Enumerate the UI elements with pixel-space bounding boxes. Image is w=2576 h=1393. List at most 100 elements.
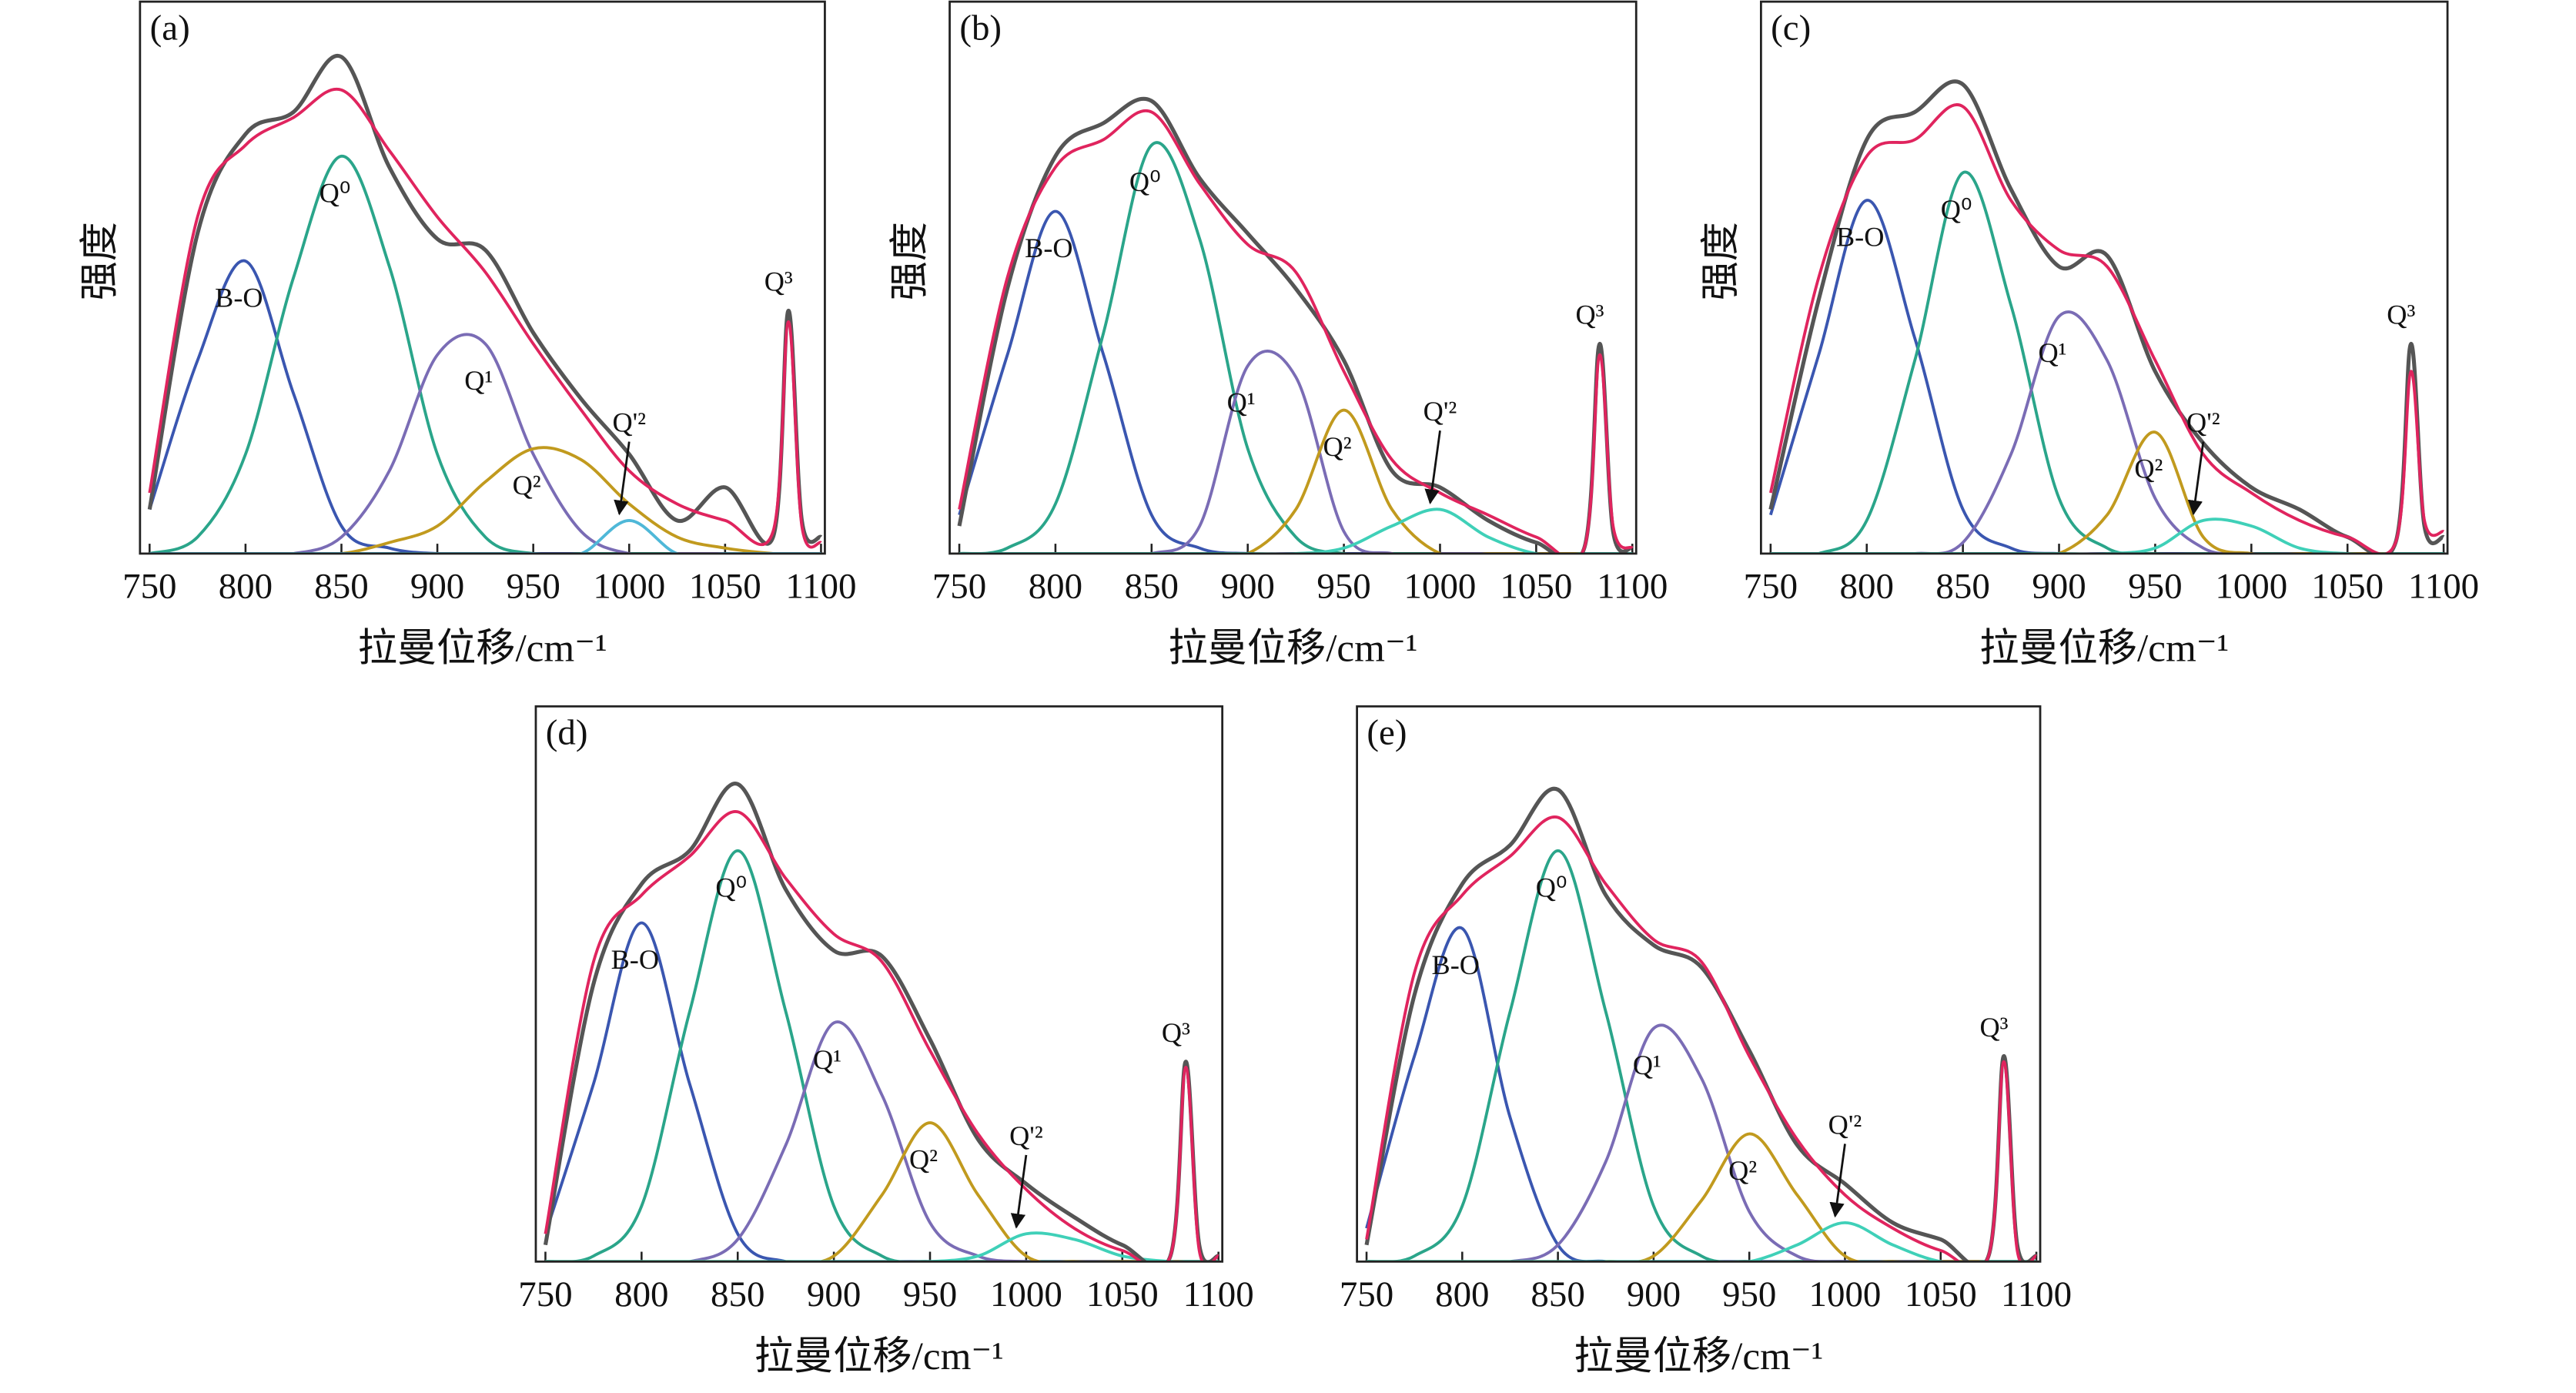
component-line bbox=[1770, 310, 2444, 554]
peak-label: B-O bbox=[1432, 949, 1480, 980]
component-line bbox=[959, 408, 1633, 554]
peak-label: Q'² bbox=[2186, 407, 2220, 437]
x-axis-label: 拉曼位移/cm⁻¹ bbox=[1168, 627, 1417, 671]
x-tick-label: 900 bbox=[807, 1274, 861, 1314]
peak-label: Q¹ bbox=[813, 1044, 841, 1075]
peak-label: Q⁰ bbox=[319, 177, 351, 208]
x-tick-label: 950 bbox=[1316, 567, 1370, 607]
peak-label: Q² bbox=[513, 470, 541, 501]
x-axis-label: 拉曼位移/cm⁻¹ bbox=[358, 627, 607, 671]
panel-label: (c) bbox=[1771, 8, 1811, 48]
x-tick-label: 1100 bbox=[2408, 567, 2479, 607]
frame bbox=[1759, 0, 2449, 555]
x-tick-label: 1000 bbox=[990, 1274, 1062, 1314]
component-line bbox=[1770, 517, 2444, 554]
plot-area bbox=[543, 782, 1221, 1262]
x-tick-label: 1100 bbox=[1183, 1274, 1254, 1314]
panel: 750 800 850 900 950 1000 1050 1100 B-O Q⁰ Q¹ Q² Q'² Q… bbox=[79, 0, 856, 671]
component-line bbox=[545, 849, 1219, 1262]
peak-label: Q⁰ bbox=[1941, 194, 1972, 225]
frame bbox=[948, 0, 1638, 555]
component-line bbox=[958, 209, 1633, 554]
component-line bbox=[149, 446, 821, 554]
label-arrow bbox=[1010, 1154, 1028, 1229]
panel-label: (d) bbox=[546, 712, 588, 752]
peak-label: Q³ bbox=[764, 266, 793, 297]
panel-label: (b) bbox=[959, 8, 1002, 48]
x-tick-label: 1050 bbox=[1086, 1274, 1159, 1314]
peak-label: Q² bbox=[2134, 454, 2163, 484]
peak-label: Q¹ bbox=[464, 365, 493, 396]
x-tick-label: 1050 bbox=[2311, 567, 2384, 607]
frame bbox=[139, 0, 826, 555]
x-tick-label: 900 bbox=[1221, 567, 1275, 607]
y-axis-label: 强度 bbox=[1699, 222, 1743, 300]
peak-label: Q¹ bbox=[1633, 1050, 1661, 1080]
x-tick-label: 750 bbox=[1340, 1274, 1393, 1314]
x-tick-label: 900 bbox=[410, 567, 464, 607]
x-tick-label: 1100 bbox=[1597, 567, 1668, 607]
component-line bbox=[1770, 430, 2444, 554]
label-arrow bbox=[1424, 430, 1441, 504]
label-arrow bbox=[614, 441, 631, 516]
x-tick-label: 750 bbox=[1744, 567, 1798, 607]
x-tick-label: 1000 bbox=[593, 567, 665, 607]
component-line bbox=[1770, 170, 2444, 554]
component-line bbox=[1367, 1132, 2037, 1262]
peak-label: Q² bbox=[1323, 431, 1352, 462]
component-line bbox=[959, 350, 1633, 554]
panel: 750 800 850 900 950 1000 1050 1100 B-O Q⁰ Q¹ Q² Q'² Q… bbox=[1340, 705, 2072, 1378]
peak-label: Q² bbox=[1728, 1155, 1757, 1186]
component-line bbox=[544, 921, 1219, 1262]
spectrum-line bbox=[1768, 103, 2445, 554]
x-tick-label: 850 bbox=[711, 1274, 764, 1314]
spectrum-line bbox=[148, 87, 822, 549]
x-tick-label: 1100 bbox=[2001, 1274, 2072, 1314]
x-tick-label: 800 bbox=[1840, 567, 1894, 607]
y-axis-label: 强度 bbox=[888, 222, 932, 300]
spectrum-line bbox=[544, 810, 1220, 1262]
x-tick-label: 900 bbox=[2032, 567, 2086, 607]
x-tick-label: 850 bbox=[1531, 1274, 1584, 1314]
peak-label: Q² bbox=[909, 1144, 938, 1175]
plot-area bbox=[957, 96, 1634, 554]
x-tick-label: 800 bbox=[1435, 1274, 1489, 1314]
peak-label: Q³ bbox=[2387, 300, 2415, 330]
plot-area bbox=[1768, 79, 2446, 554]
component-line bbox=[1367, 1221, 2037, 1262]
x-tick-label: 800 bbox=[614, 1274, 668, 1314]
peak-label: Q'² bbox=[1423, 396, 1457, 427]
peak-label: Q³ bbox=[1979, 1012, 2008, 1043]
x-tick-label: 800 bbox=[219, 567, 273, 607]
x-tick-label: 900 bbox=[1627, 1274, 1681, 1314]
x-tick-label: 1000 bbox=[1809, 1274, 1882, 1314]
panel-label: (e) bbox=[1367, 712, 1407, 752]
x-tick-label: 950 bbox=[506, 567, 560, 607]
component-line bbox=[149, 333, 821, 554]
x-tick-label: 850 bbox=[1125, 567, 1179, 607]
x-axis-label: 拉曼位移/cm⁻¹ bbox=[1979, 627, 2229, 671]
component-line bbox=[149, 154, 821, 554]
peak-label: Q⁰ bbox=[1536, 872, 1567, 902]
spectrum-line bbox=[1365, 815, 2038, 1262]
peak-label: Q³ bbox=[1575, 300, 1604, 330]
x-tick-label: 750 bbox=[932, 567, 986, 607]
component-line bbox=[1367, 1023, 2037, 1262]
x-axis-label: 拉曼位移/cm⁻¹ bbox=[754, 1334, 1004, 1378]
component-line bbox=[958, 141, 1633, 554]
spectrum-line bbox=[958, 109, 1634, 554]
frame bbox=[1356, 705, 2042, 1263]
panel-label: (a) bbox=[150, 8, 190, 48]
x-tick-label: 1000 bbox=[1404, 567, 1477, 607]
x-tick-label: 850 bbox=[314, 567, 368, 607]
x-tick-label: 750 bbox=[518, 1274, 572, 1314]
label-arrow bbox=[2187, 441, 2205, 516]
panel: 750 800 850 900 950 1000 1050 1100 B-O Q⁰ Q¹ Q² Q'² Q… bbox=[1699, 0, 2479, 671]
peak-label: B-O bbox=[1025, 233, 1072, 263]
peak-label: B-O bbox=[215, 283, 263, 313]
panel: 750 800 850 900 950 1000 1050 1100 B-O Q⁰ Q¹ Q² Q'² Q… bbox=[518, 705, 1254, 1378]
peak-label: Q⁰ bbox=[715, 872, 747, 902]
peak-label: Q'² bbox=[612, 407, 646, 437]
